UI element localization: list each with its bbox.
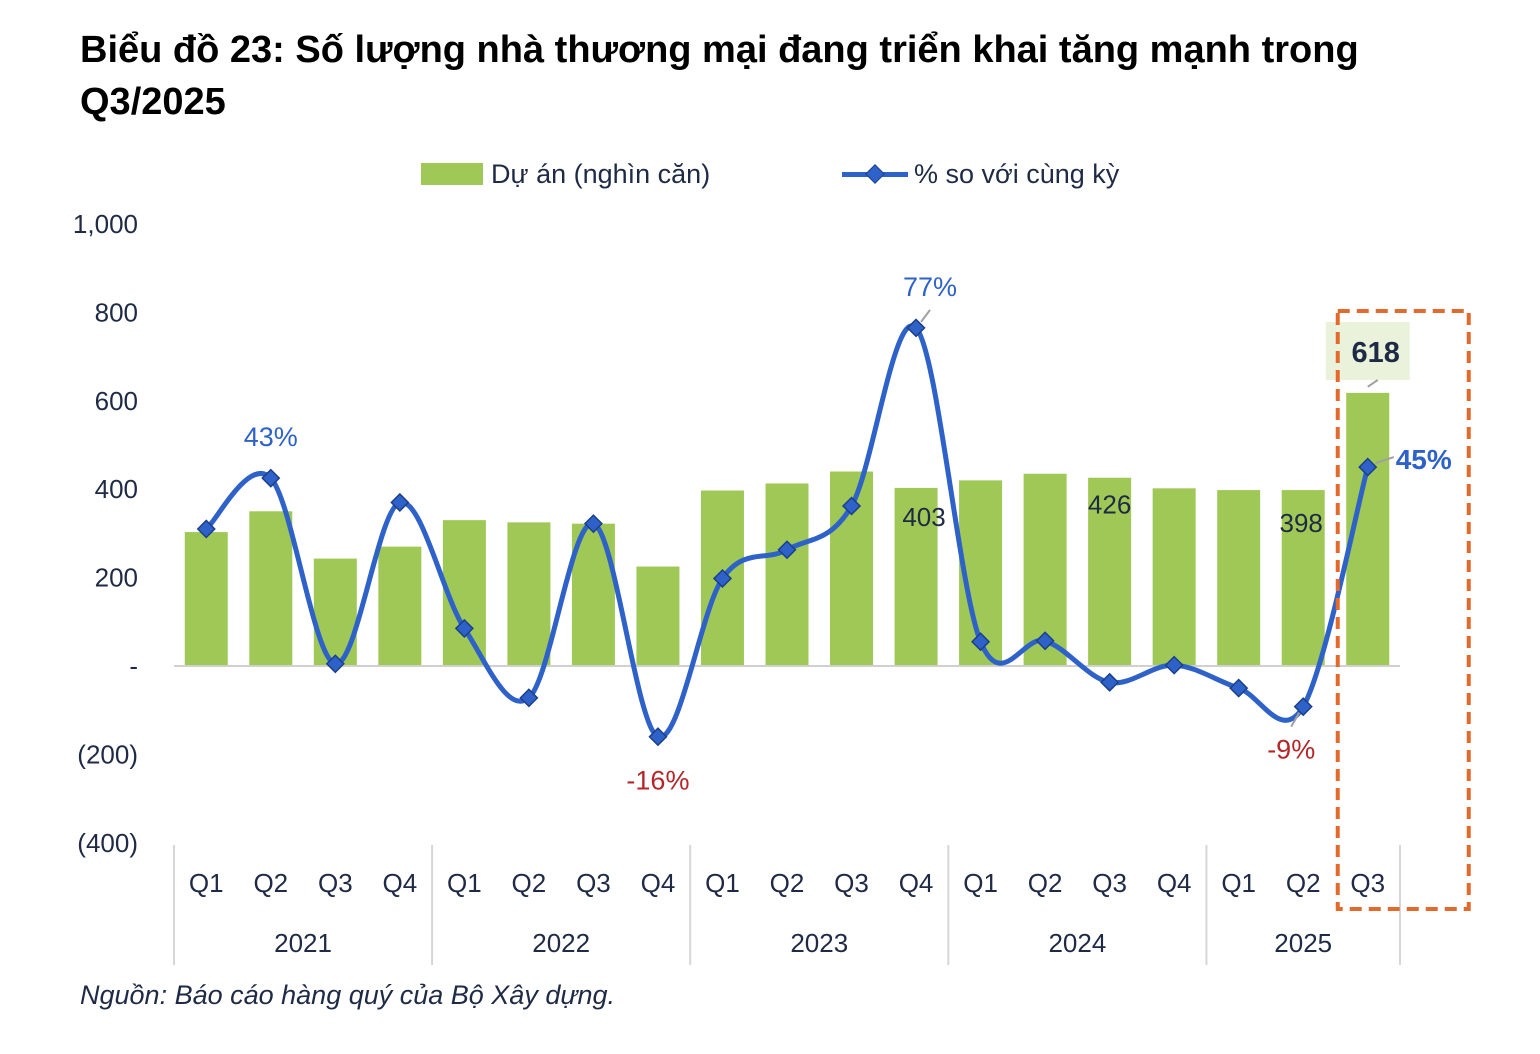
x-tick-label: Q4 — [1157, 868, 1192, 898]
line-marker — [1100, 672, 1120, 692]
bar — [1281, 490, 1325, 666]
line-marker — [261, 468, 281, 488]
leader-line — [1367, 379, 1379, 388]
line-marker — [519, 688, 539, 708]
x-tick-label: Q3 — [834, 868, 869, 898]
y-tick-label: (400) — [77, 828, 138, 858]
line-marker — [712, 568, 733, 589]
x-tick-label: Q2 — [512, 868, 547, 898]
line-marker — [777, 540, 797, 560]
x-tick-label: Q1 — [963, 868, 998, 898]
data-label: 77% — [903, 272, 957, 302]
legend-item-line: % so với cùng kỳ — [842, 156, 1119, 192]
line-marker — [454, 618, 474, 638]
x-tick-label: Q3 — [318, 868, 353, 898]
data-label: 43% — [244, 422, 298, 452]
x-tick-label: Q2 — [1028, 868, 1063, 898]
line-marker — [1358, 457, 1378, 477]
line-marker — [390, 492, 410, 513]
x-tick-label: Q4 — [899, 868, 934, 898]
x-tick-label: Q1 — [1221, 868, 1256, 898]
x-tick-label: Q3 — [1092, 868, 1127, 898]
data-label: -9% — [1267, 735, 1315, 765]
x-tick-label: Q2 — [253, 868, 288, 898]
leader-line — [1375, 456, 1395, 465]
legend-item-bars: Dự án (nghìn căn) — [421, 156, 710, 192]
line-marker — [325, 654, 345, 674]
line-marker — [196, 519, 216, 539]
x-group-label: 2024 — [1048, 928, 1106, 958]
x-tick-label: Q3 — [576, 868, 611, 898]
bar — [636, 566, 680, 666]
x-tick-label: Q4 — [382, 868, 417, 898]
y-tick-label: 200 — [95, 563, 138, 593]
line-marker — [906, 318, 926, 338]
x-tick-label: Q1 — [705, 868, 740, 898]
bar — [184, 532, 228, 666]
bar — [249, 511, 293, 666]
line-marker — [1164, 655, 1184, 675]
y-tick-label: 600 — [95, 386, 138, 416]
line-marker — [648, 727, 668, 747]
line-marker — [1035, 631, 1055, 651]
data-label: 618 — [1352, 337, 1400, 369]
x-tick-label: Q3 — [1350, 868, 1385, 898]
y-tick-label: (200) — [77, 739, 138, 769]
bar — [894, 487, 938, 666]
data-label: 45% — [1396, 444, 1452, 475]
x-group-label: 2022 — [532, 928, 590, 958]
x-tick-label: Q2 — [1286, 868, 1321, 898]
x-tick-label: Q1 — [447, 868, 482, 898]
legend-line-label: % so với cùng kỳ — [914, 158, 1120, 189]
line-marker — [841, 496, 862, 516]
chart-title: Biểu đồ 23: Số lượng nhà thương mại đang… — [80, 29, 1359, 123]
data-label: 426 — [1088, 490, 1131, 520]
x-tick-label: Q4 — [641, 868, 676, 898]
y-tick-label: - — [129, 651, 138, 681]
bar — [765, 483, 809, 666]
legend-line-swatch — [842, 163, 908, 185]
y-tick-label: 1,000 — [73, 209, 138, 239]
bar — [1088, 477, 1132, 666]
data-label: -16% — [626, 766, 689, 796]
source-note: Nguồn: Báo cáo hàng quý của Bộ Xây dựng. — [80, 980, 615, 1010]
legend: Dự án (nghìn căn) % so với cùng kỳ — [0, 156, 1540, 192]
leader-line — [1290, 712, 1301, 728]
data-label: 398 — [1280, 508, 1323, 538]
bar — [1217, 490, 1261, 666]
legend-bar-swatch — [421, 163, 483, 185]
data-label: 403 — [902, 502, 945, 532]
x-tick-label: Q2 — [770, 868, 805, 898]
bar — [507, 522, 551, 666]
line-marker — [583, 514, 603, 534]
x-group-label: 2021 — [274, 928, 332, 958]
leader-line — [920, 309, 931, 323]
x-group-label: 2025 — [1274, 928, 1332, 958]
x-group-label: 2023 — [790, 928, 848, 958]
x-tick-label: Q1 — [189, 868, 224, 898]
highlight-box — [1335, 309, 1471, 911]
bar — [1152, 488, 1196, 666]
bar — [378, 546, 422, 666]
line-marker — [1229, 678, 1249, 698]
y-tick-label: 800 — [95, 297, 138, 327]
legend-bars-label: Dự án (nghìn căn) — [491, 158, 711, 189]
line-marker — [1293, 697, 1313, 717]
line-marker — [971, 632, 991, 652]
y-tick-label: 400 — [95, 474, 138, 504]
